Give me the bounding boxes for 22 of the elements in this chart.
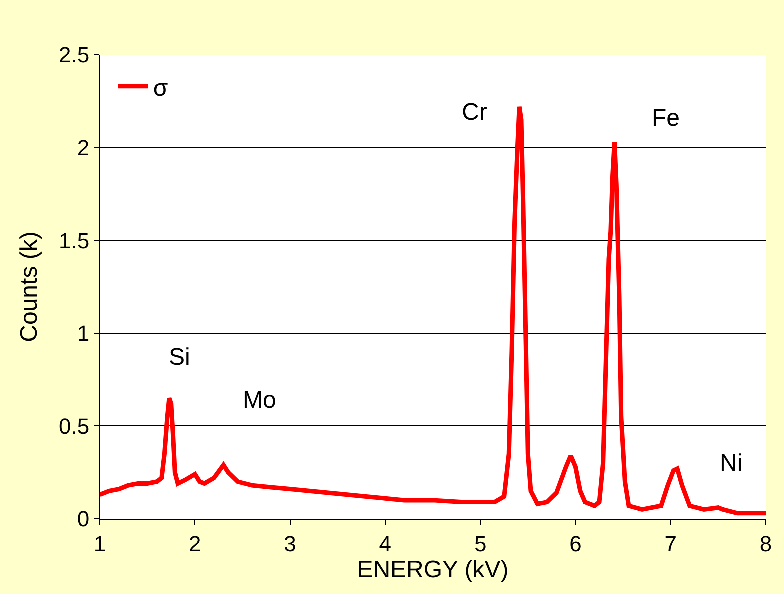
y-axis-title: Counts (k) bbox=[16, 232, 44, 342]
y-tick-label: 1 bbox=[77, 321, 90, 346]
x-tick-label: 8 bbox=[760, 531, 772, 556]
y-tick-label: 1.5 bbox=[59, 228, 90, 254]
x-tick-label: 1 bbox=[94, 531, 106, 556]
legend-label: σ bbox=[153, 74, 168, 102]
x-tick-label: 2 bbox=[189, 531, 202, 556]
y-tick-label: 0.5 bbox=[59, 414, 90, 439]
annotation: Cr bbox=[462, 99, 488, 126]
y-tick-label: 2.5 bbox=[59, 42, 90, 68]
x-tick-label: 3 bbox=[284, 531, 296, 556]
x-tick-label: 6 bbox=[570, 531, 582, 556]
x-tick-label: 4 bbox=[379, 531, 392, 556]
annotation: Mo bbox=[243, 387, 276, 414]
y-tick-label: 2 bbox=[77, 136, 90, 160]
annotation: Ni bbox=[720, 450, 743, 477]
y-tick-label: 0 bbox=[77, 506, 90, 532]
x-tick-label: 7 bbox=[664, 531, 677, 556]
annotation: Fe bbox=[652, 105, 680, 132]
x-tick-label: 5 bbox=[474, 531, 487, 556]
annotation: Si bbox=[169, 344, 190, 371]
x-axis-title: ENERGY (kV) bbox=[357, 556, 509, 584]
